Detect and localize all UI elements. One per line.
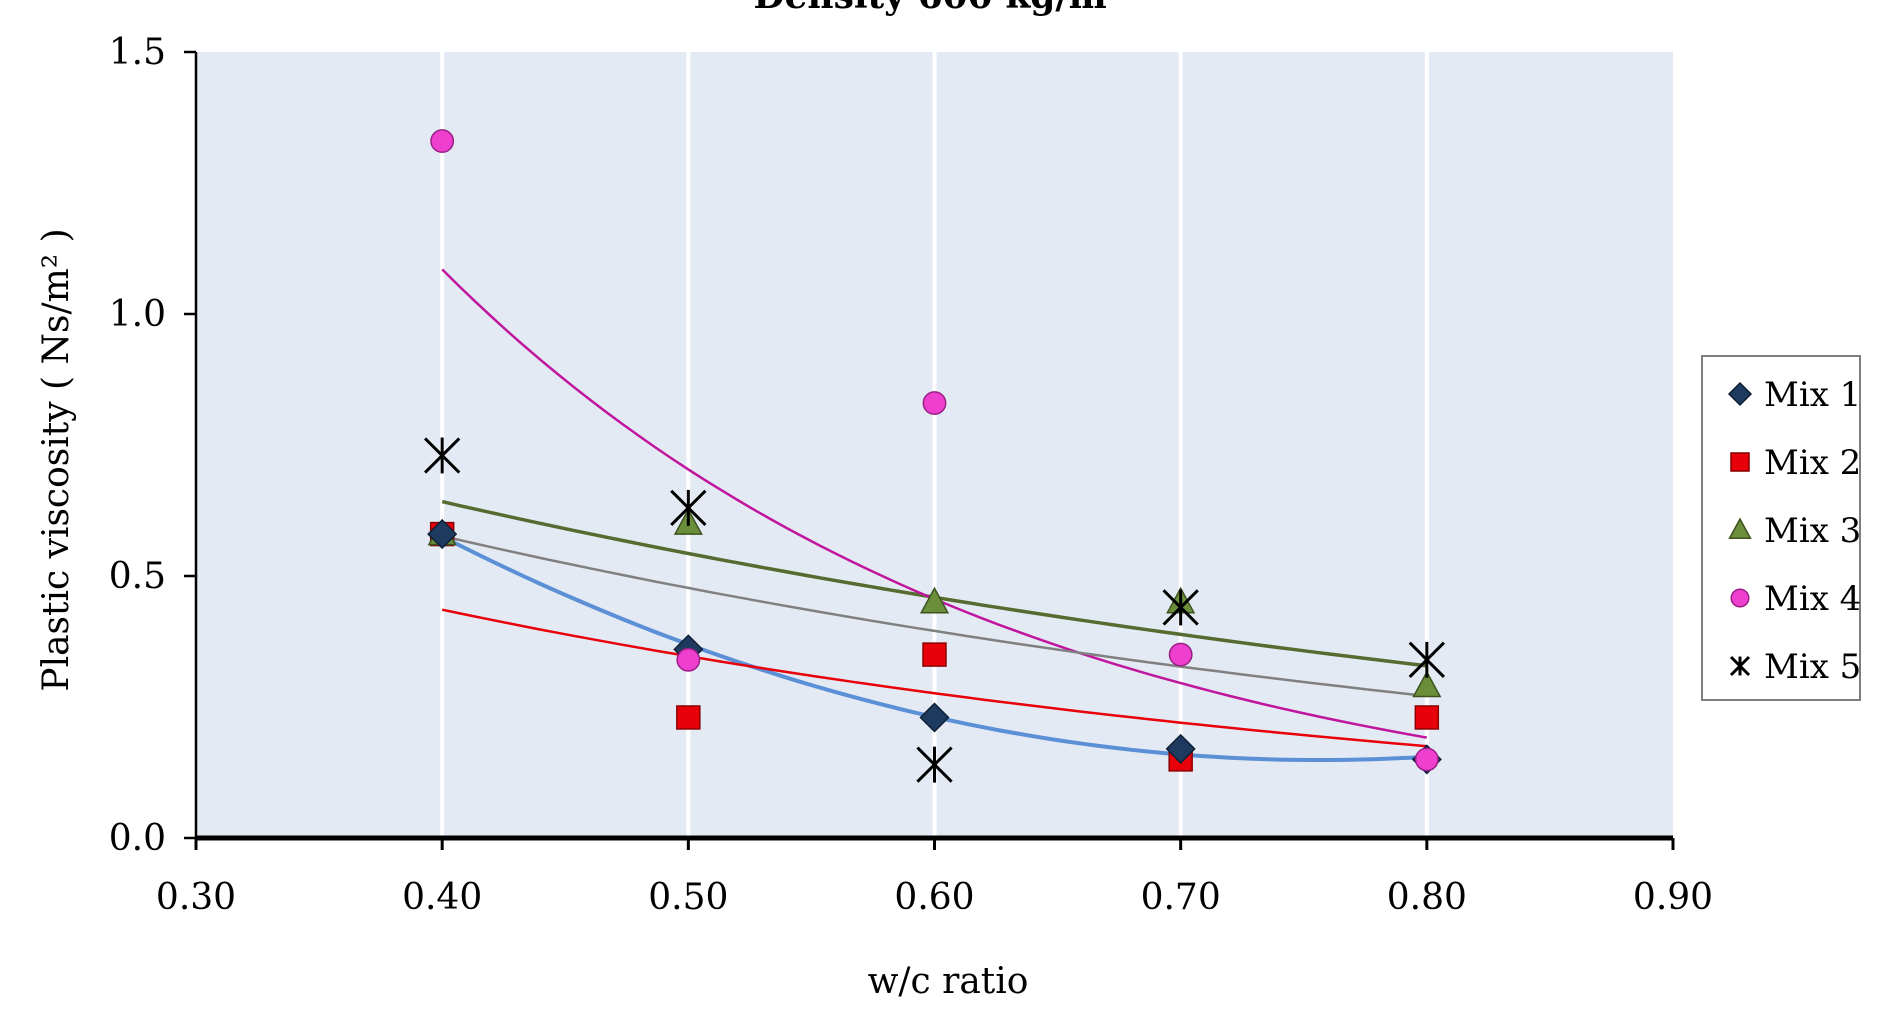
data-point xyxy=(1168,642,1193,667)
data-point xyxy=(922,642,947,667)
data-point xyxy=(676,647,701,672)
trendline xyxy=(441,608,1427,748)
legend-label: Mix 2 xyxy=(1764,443,1861,483)
data-point xyxy=(916,746,953,783)
data-point xyxy=(670,489,707,527)
trendline xyxy=(441,534,1427,698)
legend-label: Mix 1 xyxy=(1764,375,1861,415)
chart-title: Density 600 kg/m xyxy=(753,0,1106,17)
data-point xyxy=(922,391,947,416)
legend-label: Mix 4 xyxy=(1764,579,1861,619)
x-tick-label: 0.60 xyxy=(894,877,974,918)
data-point xyxy=(424,437,461,474)
data-point xyxy=(430,129,455,154)
x-axis-title: w/c ratio xyxy=(868,961,1029,1002)
x-tick-label: 0.90 xyxy=(1633,877,1713,918)
data-point xyxy=(919,586,950,614)
data-point xyxy=(919,702,950,733)
legend-marker xyxy=(1729,655,1751,677)
y-tick-label: 1.5 xyxy=(109,32,166,73)
data-point xyxy=(1414,747,1439,772)
axes xyxy=(184,50,1675,850)
y-tick-label: 1.0 xyxy=(109,294,166,335)
x-tick-label: 0.30 xyxy=(156,877,236,918)
data-point xyxy=(1165,733,1196,764)
x-tick-label: 0.50 xyxy=(648,877,728,918)
legend-box xyxy=(1701,355,1861,701)
data-points xyxy=(424,129,1445,783)
y-tick-label: 0.0 xyxy=(109,818,166,859)
x-tick-labels: 0.30 0.40 0.50 0.60 0.70 0.80 0.90 xyxy=(156,877,1713,918)
data-point xyxy=(1408,641,1445,679)
legend-marker xyxy=(1727,381,1753,407)
data-point xyxy=(427,519,458,550)
data-point xyxy=(1162,589,1199,626)
y-tick-label: 0.5 xyxy=(109,556,166,597)
legend-label: Mix 3 xyxy=(1764,511,1861,551)
legend: Mix 1 Mix 2 Mix 3 Mix 4 Mix 5 xyxy=(1701,355,1861,701)
x-tick-label: 0.70 xyxy=(1141,877,1221,918)
legend-marker xyxy=(1730,452,1750,472)
x-tick-label: 0.80 xyxy=(1387,877,1467,918)
data-point xyxy=(1412,670,1442,698)
legend-marker xyxy=(1728,517,1752,539)
legend-marker xyxy=(1730,588,1750,608)
data-point xyxy=(1414,705,1440,730)
y-tick-labels: 0.0 0.5 1.0 1.5 xyxy=(109,32,166,859)
x-tick-label: 0.40 xyxy=(402,877,482,918)
y-axis-title: Plastic viscosity ( Ns/m² ) xyxy=(36,228,77,691)
data-point xyxy=(676,705,701,730)
legend-label: Mix 5 xyxy=(1764,647,1861,687)
